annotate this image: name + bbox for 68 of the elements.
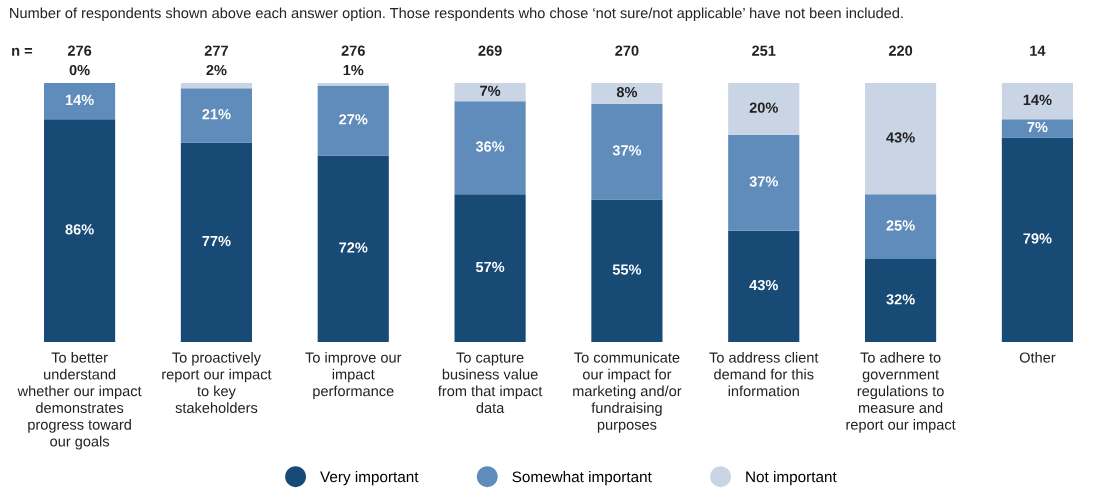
x-tick-label: To proactively report our impact to key stakeholders <box>162 352 272 414</box>
data-label: 32% <box>886 294 915 305</box>
data-label: 86% <box>65 224 94 235</box>
bar <box>728 230 800 342</box>
bar <box>728 83 800 135</box>
data-label: 77% <box>202 235 231 247</box>
text: 269 <box>478 45 502 56</box>
x-tick-label: To better understand whether our impact demonstrates progress toward our goals <box>17 352 142 450</box>
x-tick-label: To capture business value from that impact data <box>438 352 543 414</box>
bar <box>317 85 389 156</box>
bar <box>180 142 252 342</box>
data-label: 37% <box>612 145 642 156</box>
bar <box>1001 83 1073 120</box>
text: 14 <box>1030 45 1046 56</box>
x-tick-label: To address client demand for this information <box>709 352 819 397</box>
data-label: 1% <box>343 64 364 76</box>
bar <box>180 83 252 89</box>
bar <box>865 83 937 195</box>
bar <box>728 134 800 231</box>
data-label: 55% <box>612 264 642 275</box>
data-label: 21% <box>202 108 231 120</box>
bar <box>865 194 937 260</box>
data-label: 72% <box>339 242 368 253</box>
x-tick-label: To communicate our impact for marketing and/or fundraising purposes <box>573 352 682 433</box>
data-label: 14% <box>65 94 94 106</box>
data-label: 27% <box>339 114 368 125</box>
chart-title: Number of respondents shown above each answer option. Those respondents who chose ‘not sure/not applicable’ have not been included. <box>10 7 903 22</box>
data-label: 20% <box>749 102 778 113</box>
bar <box>454 194 526 342</box>
x-tick-label: To improve our impact performance <box>305 352 402 400</box>
x-tick-label: To adhere to government regulations to measure and report our impact <box>846 352 956 433</box>
data-label: 43% <box>749 279 778 291</box>
data-label: 43% <box>886 132 915 143</box>
data-label: 8% <box>616 86 638 98</box>
text: 276 <box>341 45 365 56</box>
bar <box>317 155 389 342</box>
legend-label: Very important <box>320 471 419 486</box>
data-label: 0% <box>69 64 90 76</box>
bar <box>454 101 526 195</box>
bar <box>180 88 252 143</box>
data-label: 36% <box>475 141 505 152</box>
text: 270 <box>615 45 639 56</box>
bar <box>591 83 663 104</box>
bar <box>1001 119 1073 138</box>
legend-label: Somewhat important <box>512 471 652 486</box>
bar <box>317 83 389 86</box>
text: 220 <box>888 45 913 56</box>
data-label: 14% <box>1023 94 1052 106</box>
data-label: 25% <box>886 220 915 231</box>
data-label: 37% <box>749 176 778 187</box>
data-label: 2% <box>206 64 227 76</box>
text: 277 <box>204 45 228 56</box>
text: 251 <box>752 45 776 56</box>
bar <box>454 83 526 102</box>
text: 276 <box>67 45 92 56</box>
data-label: 79% <box>1023 233 1052 244</box>
bar <box>591 103 663 200</box>
bar <box>865 259 937 342</box>
data-label: 57% <box>475 261 505 273</box>
x-tick-label: Other <box>1019 352 1056 363</box>
bar <box>1001 137 1073 342</box>
bar <box>591 199 663 342</box>
bar <box>44 83 116 120</box>
data-label: 7% <box>480 85 501 96</box>
data-label: 7% <box>1027 121 1048 133</box>
legend-label: Not important <box>746 471 837 486</box>
text: n = <box>12 47 33 56</box>
bar <box>44 119 116 342</box>
